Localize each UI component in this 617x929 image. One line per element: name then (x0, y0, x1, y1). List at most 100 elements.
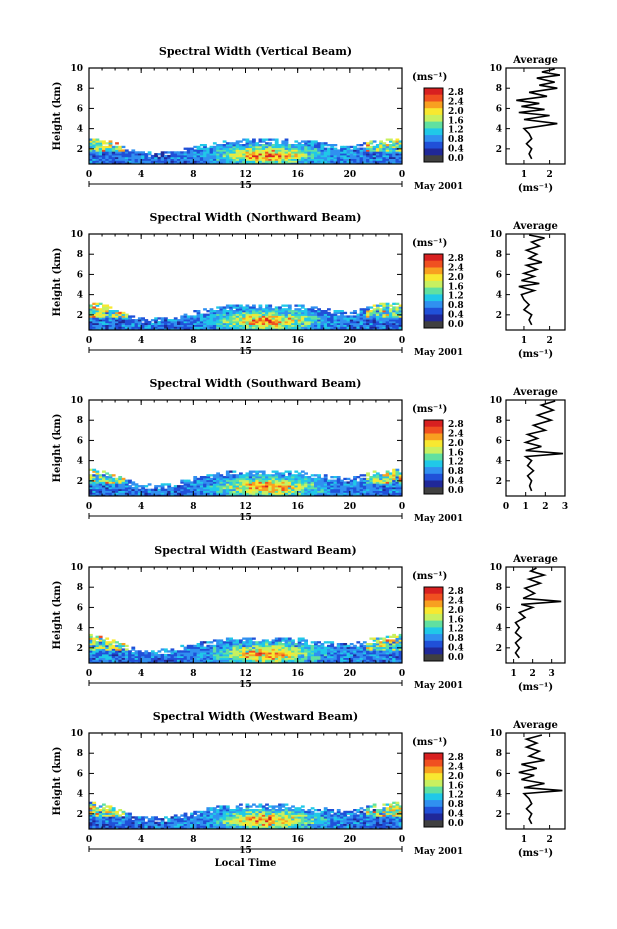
heatmap-cell (219, 652, 224, 655)
heatmap-cell (333, 490, 338, 493)
heatmap-cell (102, 158, 106, 161)
heatmap-cell (258, 317, 263, 320)
heatmap-cell (314, 328, 318, 331)
heatmap-cell (180, 158, 185, 161)
heatmap-cell (196, 650, 201, 653)
heatmap-cell (297, 308, 302, 311)
heatmap-cell (186, 315, 191, 318)
average-x-tick-label: 2 (530, 669, 536, 679)
heatmap-cell (95, 646, 100, 649)
heatmap-cell (294, 494, 299, 497)
heatmap-cell (154, 821, 158, 824)
heatmap-cell (160, 162, 165, 165)
heatmap-cell (190, 162, 194, 165)
heatmap-cell (372, 304, 377, 307)
heatmap-cell (203, 153, 207, 156)
heatmap-cell (235, 655, 240, 658)
heatmap-cell (92, 310, 97, 313)
heatmap-cell (375, 319, 380, 322)
heatmap-cell (137, 160, 142, 163)
heatmap-cell (375, 644, 380, 648)
heatmap-cell (353, 319, 357, 322)
heatmap-cell (336, 485, 341, 488)
heatmap-cell (124, 812, 129, 815)
heatmap-cell (167, 819, 172, 823)
heatmap-cell (271, 474, 276, 477)
heatmap-cell (89, 481, 93, 484)
heatmap-cell (356, 481, 361, 484)
heatmap-cell (398, 481, 403, 484)
heatmap-cell (369, 147, 374, 150)
chart-title: Spectral Width (Westward Beam) (153, 710, 358, 723)
heatmap-cell (150, 823, 155, 826)
heatmap-cell (102, 156, 106, 159)
heatmap-cell (379, 328, 383, 331)
heatmap-cell (186, 648, 191, 651)
heatmap-cell (265, 326, 269, 329)
heatmap-cell (346, 648, 351, 651)
heatmap-cell (294, 320, 299, 324)
colorbar-tick-label: 0.0 (448, 320, 464, 330)
heatmap-cell (173, 661, 178, 664)
heatmap-cell (349, 149, 354, 152)
heatmap-cell (89, 304, 93, 307)
heatmap-cell (167, 156, 172, 159)
heatmap-cell (294, 483, 299, 486)
heatmap-cell (203, 154, 207, 158)
heatmap-cell (186, 153, 191, 156)
heatmap-cell (177, 657, 181, 660)
heatmap-cell (281, 483, 286, 486)
heatmap-cell (180, 151, 185, 154)
heatmap-cell (102, 477, 106, 481)
heatmap-cell (362, 657, 367, 660)
heatmap-cell (164, 322, 168, 325)
heatmap-cell (199, 648, 204, 651)
heatmap-cell (199, 481, 204, 484)
heatmap-cell (150, 328, 155, 331)
heatmap-cell (258, 310, 263, 313)
heatmap-cell (359, 317, 364, 320)
heatmap-cell (255, 320, 260, 324)
heatmap-cell (239, 304, 243, 307)
heatmap-cell (372, 151, 377, 154)
heatmap-cell (134, 488, 139, 491)
heatmap-cell (118, 151, 123, 154)
heatmap-cell (196, 479, 201, 482)
heatmap-cell (252, 142, 256, 145)
heatmap-cell (353, 151, 357, 154)
heatmap-cell (291, 641, 295, 644)
heatmap-cell (199, 328, 204, 331)
heatmap-cell (239, 144, 243, 147)
heatmap-cell (219, 151, 224, 154)
heatmap-cell (235, 140, 240, 143)
heatmap-cell (330, 326, 335, 329)
heatmap-cell (95, 140, 100, 143)
heatmap-cell (157, 158, 162, 161)
heatmap-cell (147, 819, 152, 823)
heatmap-cell (395, 470, 400, 473)
heatmap-cell (222, 320, 227, 324)
day-label: 15 (239, 680, 252, 690)
x-tick-label: 0 (86, 669, 92, 679)
heatmap-cell (314, 158, 318, 161)
heatmap-cell (356, 490, 361, 493)
heatmap-cell (314, 481, 318, 484)
heatmap-cell (343, 648, 348, 651)
heatmap-cell (284, 659, 289, 662)
heatmap-cell (366, 490, 370, 493)
heatmap-cell (385, 659, 390, 662)
heatmap-cell (317, 311, 321, 315)
heatmap-cell (362, 646, 367, 649)
y-axis-label: Height (km) (52, 414, 63, 483)
heatmap-cell (89, 639, 93, 642)
heatmap-cell (118, 823, 123, 826)
heatmap-cell (242, 328, 246, 331)
heatmap-cell (118, 827, 123, 830)
heatmap-cell (193, 648, 198, 651)
heatmap-cell (323, 147, 328, 150)
heatmap-cell (304, 317, 308, 320)
heatmap-cell (92, 827, 97, 830)
heatmap-cell (118, 483, 123, 486)
heatmap-cell (124, 827, 129, 830)
heatmap-cell (304, 481, 308, 484)
